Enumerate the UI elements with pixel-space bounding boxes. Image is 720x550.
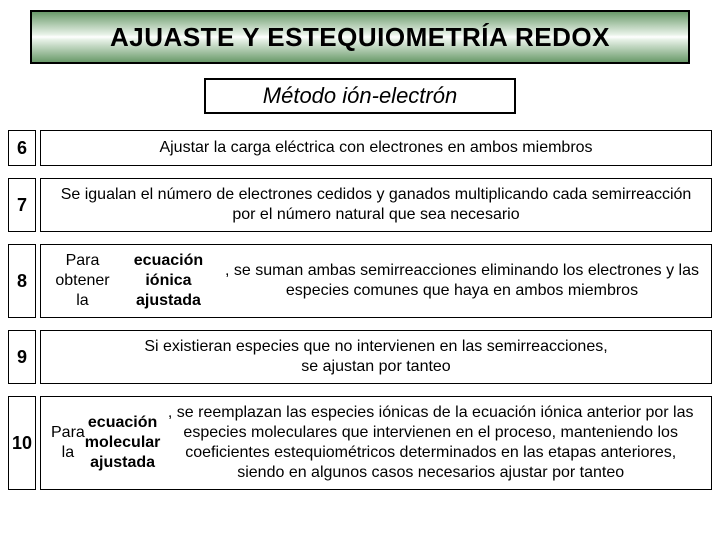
page-subtitle: Método ión-electrón: [263, 83, 457, 109]
step-row: 9Si existieran especies que no intervien…: [8, 330, 712, 384]
step-number: 6: [8, 130, 36, 166]
title-banner: AJUASTE Y ESTEQUIOMETRÍA REDOX: [30, 10, 690, 64]
step-description: Se igualan el número de electrones cedid…: [40, 178, 712, 232]
step-row: 6Ajustar la carga eléctrica con electron…: [8, 130, 712, 166]
subtitle-banner: Método ión-electrón: [204, 78, 516, 114]
page-title: AJUASTE Y ESTEQUIOMETRÍA REDOX: [110, 22, 610, 53]
step-description: Si existieran especies que no interviene…: [40, 330, 712, 384]
step-row: 7Se igualan el número de electrones cedi…: [8, 178, 712, 232]
step-number: 8: [8, 244, 36, 318]
step-number: 9: [8, 330, 36, 384]
step-description: Ajustar la carga eléctrica con electrone…: [40, 130, 712, 166]
steps-list: 6Ajustar la carga eléctrica con electron…: [0, 130, 720, 490]
step-description: Para obtener la ecuación iónica ajustada…: [40, 244, 712, 318]
step-description: Para la ecuación molecular ajustada, se …: [40, 396, 712, 490]
step-number: 10: [8, 396, 36, 490]
step-row: 8Para obtener la ecuación iónica ajustad…: [8, 244, 712, 318]
step-row: 10Para la ecuación molecular ajustada, s…: [8, 396, 712, 490]
step-number: 7: [8, 178, 36, 232]
